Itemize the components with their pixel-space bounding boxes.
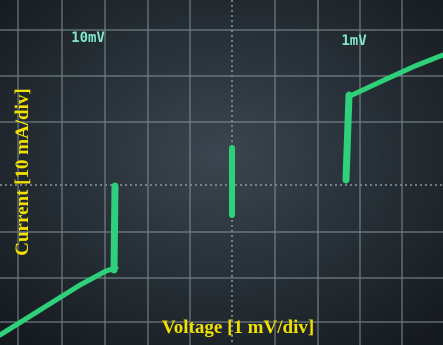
x-axis-label: Voltage [1 mV/div]: [162, 317, 314, 338]
y-axis-label: Current [10 mA/div]: [12, 88, 33, 255]
scope-label: 10mV: [71, 30, 105, 46]
scope-label: 1mV: [341, 33, 367, 49]
oscilloscope-photo: 10mV 1mV Current [10 mA/div] Voltage [1 …: [0, 0, 443, 345]
